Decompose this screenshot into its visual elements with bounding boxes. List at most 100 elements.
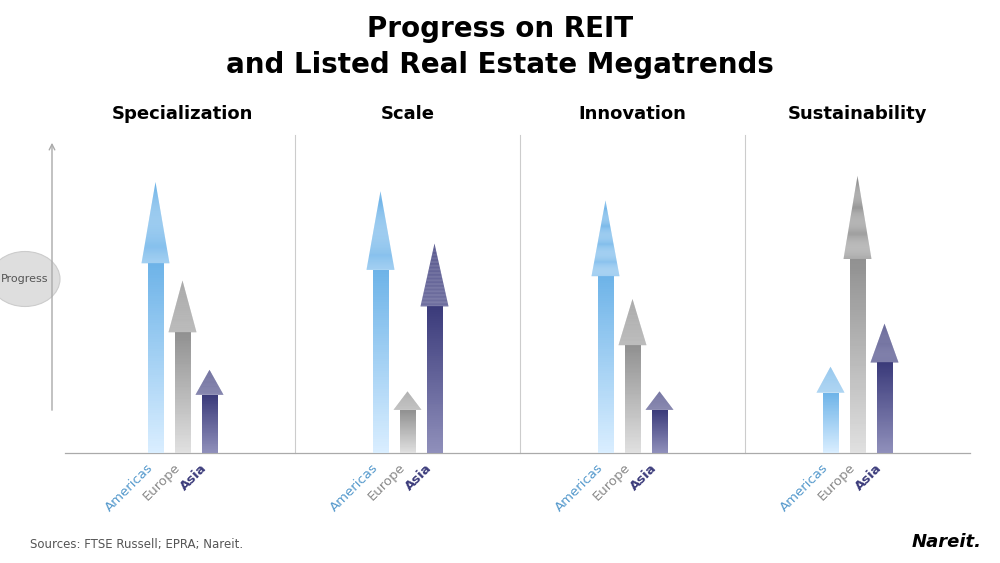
- Polygon shape: [598, 314, 614, 316]
- Polygon shape: [856, 184, 859, 185]
- Polygon shape: [376, 216, 385, 217]
- Polygon shape: [876, 395, 893, 396]
- Polygon shape: [202, 424, 218, 425]
- Polygon shape: [179, 294, 186, 295]
- Polygon shape: [175, 412, 190, 414]
- Polygon shape: [379, 200, 382, 201]
- Text: Europe: Europe: [365, 461, 408, 503]
- Polygon shape: [202, 397, 218, 399]
- Polygon shape: [624, 440, 640, 441]
- Polygon shape: [850, 370, 866, 373]
- Polygon shape: [148, 285, 164, 287]
- Polygon shape: [173, 317, 192, 318]
- Polygon shape: [175, 443, 190, 444]
- Polygon shape: [851, 213, 864, 215]
- Polygon shape: [173, 314, 192, 315]
- Polygon shape: [598, 280, 614, 283]
- Polygon shape: [426, 401, 442, 404]
- Polygon shape: [876, 392, 893, 393]
- Polygon shape: [425, 286, 444, 287]
- Polygon shape: [151, 205, 160, 207]
- Polygon shape: [876, 419, 893, 420]
- Polygon shape: [628, 313, 637, 314]
- Polygon shape: [598, 411, 614, 413]
- Polygon shape: [426, 330, 442, 332]
- Polygon shape: [142, 258, 169, 259]
- Polygon shape: [376, 215, 385, 216]
- Polygon shape: [424, 290, 445, 291]
- Polygon shape: [594, 263, 617, 264]
- Polygon shape: [175, 423, 190, 425]
- Polygon shape: [148, 344, 164, 346]
- Polygon shape: [202, 401, 218, 402]
- Polygon shape: [142, 262, 170, 263]
- Polygon shape: [147, 230, 164, 231]
- Polygon shape: [148, 420, 164, 422]
- Polygon shape: [624, 423, 640, 425]
- Polygon shape: [148, 415, 164, 417]
- Polygon shape: [593, 265, 618, 266]
- Polygon shape: [876, 382, 893, 383]
- Polygon shape: [598, 385, 614, 387]
- Polygon shape: [202, 429, 218, 430]
- Polygon shape: [372, 323, 388, 325]
- Polygon shape: [376, 213, 385, 214]
- Polygon shape: [850, 266, 866, 269]
- Polygon shape: [849, 227, 866, 228]
- Polygon shape: [426, 429, 442, 431]
- Polygon shape: [624, 358, 640, 359]
- Polygon shape: [380, 194, 381, 195]
- Polygon shape: [628, 312, 637, 313]
- Polygon shape: [372, 387, 388, 389]
- Polygon shape: [154, 189, 157, 190]
- Polygon shape: [175, 408, 190, 409]
- Polygon shape: [598, 369, 614, 371]
- Polygon shape: [426, 315, 442, 318]
- Polygon shape: [631, 304, 634, 305]
- Polygon shape: [202, 403, 218, 404]
- Polygon shape: [876, 434, 893, 435]
- Polygon shape: [876, 446, 893, 448]
- Polygon shape: [849, 224, 866, 225]
- Polygon shape: [149, 218, 162, 220]
- Polygon shape: [602, 220, 609, 221]
- Polygon shape: [144, 248, 167, 249]
- Polygon shape: [175, 334, 190, 336]
- Polygon shape: [202, 423, 218, 424]
- Polygon shape: [822, 392, 838, 394]
- Polygon shape: [148, 394, 164, 396]
- Polygon shape: [876, 444, 893, 445]
- Polygon shape: [846, 240, 869, 242]
- Text: Sources: FTSE Russell; EPRA; Nareit.: Sources: FTSE Russell; EPRA; Nareit.: [30, 538, 243, 551]
- Polygon shape: [876, 391, 893, 392]
- Polygon shape: [426, 431, 442, 433]
- Polygon shape: [143, 255, 168, 256]
- Polygon shape: [177, 300, 188, 301]
- Polygon shape: [593, 267, 618, 269]
- Polygon shape: [624, 445, 640, 446]
- Polygon shape: [202, 417, 218, 418]
- Polygon shape: [148, 365, 164, 368]
- Text: Sustainability: Sustainability: [788, 105, 927, 123]
- Polygon shape: [148, 391, 164, 394]
- Polygon shape: [845, 248, 870, 249]
- Polygon shape: [144, 250, 167, 251]
- Polygon shape: [148, 403, 164, 405]
- Polygon shape: [599, 235, 612, 236]
- Polygon shape: [373, 234, 388, 235]
- Polygon shape: [426, 451, 442, 453]
- Polygon shape: [598, 387, 614, 389]
- Polygon shape: [426, 379, 442, 382]
- Polygon shape: [372, 382, 388, 385]
- Polygon shape: [151, 209, 160, 211]
- Polygon shape: [624, 369, 640, 371]
- Polygon shape: [371, 242, 390, 243]
- Polygon shape: [148, 311, 164, 313]
- Polygon shape: [624, 395, 640, 396]
- Polygon shape: [876, 413, 893, 414]
- Polygon shape: [202, 418, 218, 419]
- Polygon shape: [598, 433, 614, 435]
- Polygon shape: [624, 363, 640, 364]
- Polygon shape: [372, 451, 388, 453]
- Polygon shape: [850, 332, 866, 334]
